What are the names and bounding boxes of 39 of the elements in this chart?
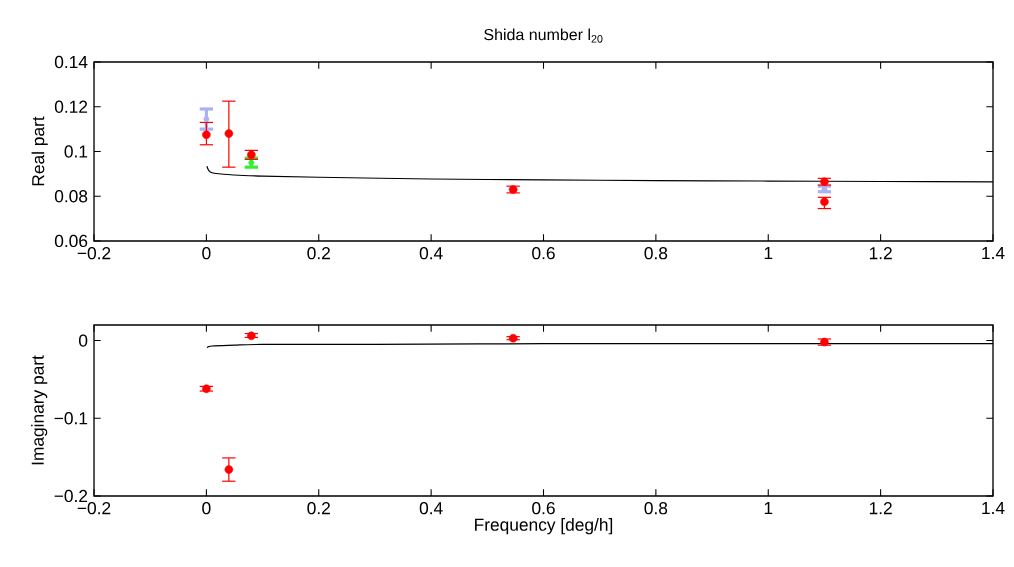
y-tick-label: 0.06: [54, 234, 88, 248]
x-tick-label: 0.4: [419, 247, 443, 260]
x-tick-label: 0.4: [419, 502, 443, 515]
x-tick-label: 1.4: [982, 247, 1005, 259]
y-tick-label: 0.1: [64, 145, 88, 158]
point: [508, 185, 518, 194]
point: [224, 465, 234, 474]
x-tick-label: 0.2: [307, 247, 330, 260]
point: [203, 116, 210, 122]
y-tick-label: −0.2: [54, 489, 88, 503]
point: [820, 337, 829, 347]
x-tick-label: 0: [202, 502, 211, 515]
x-tick-label: 0.8: [644, 502, 668, 515]
x-tick-label: 0.6: [532, 502, 555, 515]
y-tick-label: 0: [79, 334, 88, 347]
x-tick-label: 1: [764, 502, 773, 514]
y-tick-label: 0.12: [54, 100, 88, 113]
y-tick-label: 0.14: [54, 55, 88, 69]
x-tick-label: 0.6: [532, 247, 555, 260]
x-tick-label: 1.2: [869, 247, 892, 260]
chart-title: Shida number l$_{20}$: [484, 28, 603, 43]
x-tick-label: 0.8: [644, 247, 668, 260]
point: [508, 333, 518, 343]
x-tick-label: 0.2: [307, 502, 330, 515]
point: [202, 130, 211, 139]
x-tick-label: 1: [764, 247, 773, 259]
y-axis-title: Real part: [31, 116, 48, 186]
y-tick-label: 0.08: [54, 190, 88, 203]
x-axis-title: Frequency [deg/h]: [475, 518, 613, 535]
point: [247, 331, 256, 341]
x-tick-label: 1.4: [982, 502, 1005, 514]
y-axis-title: Imaginary part: [31, 355, 48, 465]
x-tick-label: −0.2: [77, 502, 111, 515]
point: [224, 129, 234, 138]
x-tick-label: 1.2: [869, 502, 892, 515]
x-tick-label: 0: [202, 247, 211, 260]
point: [202, 384, 211, 393]
x-tick-label: −0.2: [77, 247, 111, 260]
y-tick-label: −0.1: [54, 412, 88, 425]
